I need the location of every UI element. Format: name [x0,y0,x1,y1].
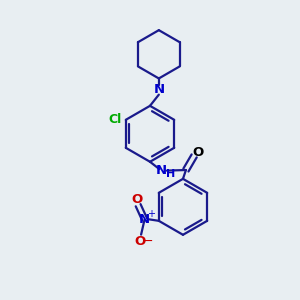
Text: −: − [143,235,154,248]
Text: +: + [147,209,155,219]
Text: N: N [156,164,167,177]
Text: O: O [131,193,142,206]
Text: N: N [153,83,164,96]
Text: H: H [166,169,175,179]
Text: N: N [139,213,150,226]
Text: Cl: Cl [109,113,122,126]
Text: O: O [192,146,203,159]
Text: O: O [134,235,145,248]
